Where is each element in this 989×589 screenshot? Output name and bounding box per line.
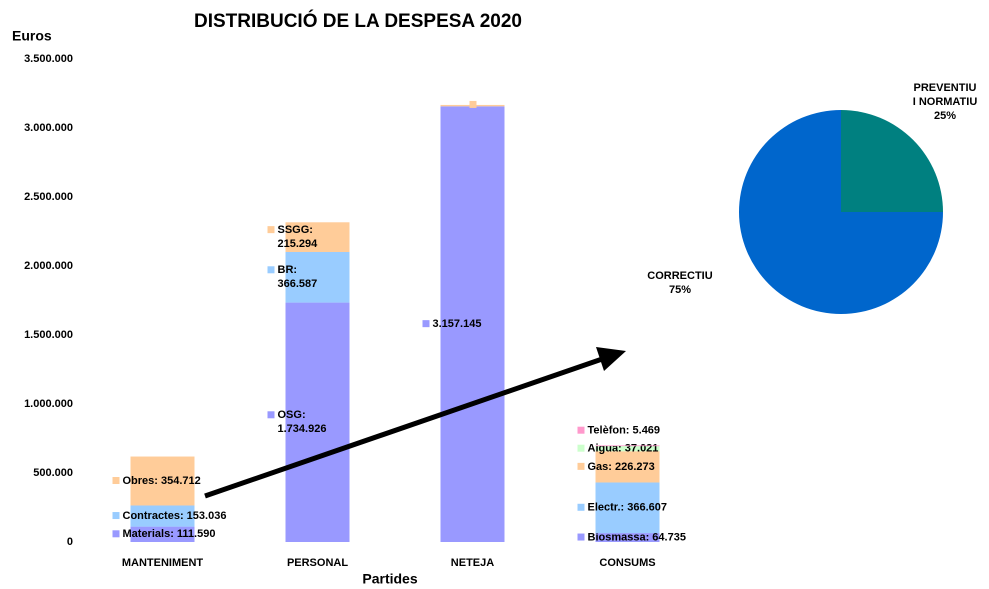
bar-segment bbox=[595, 482, 660, 534]
y-tick-label: 3.500.000 bbox=[24, 53, 73, 65]
data-label: Obres: 354.712 bbox=[123, 475, 201, 487]
data-label: 1.734.926 bbox=[278, 423, 327, 435]
data-label: 215.294 bbox=[278, 238, 319, 250]
data-label: 366.587 bbox=[278, 278, 318, 290]
chart-title: DISTRIBUCIÓ DE LA DESPESA 2020 bbox=[194, 10, 522, 32]
pie-slice bbox=[841, 110, 943, 212]
x-tick-label: CONSUMS bbox=[599, 557, 655, 569]
pie-slice bbox=[739, 110, 943, 314]
bar-segment bbox=[595, 533, 660, 542]
bar-segment bbox=[130, 526, 195, 542]
label-key bbox=[267, 411, 275, 419]
slice-value-label: 25% bbox=[934, 110, 956, 122]
label-key bbox=[267, 266, 275, 274]
bar-segment bbox=[130, 505, 195, 527]
bar-segment bbox=[440, 106, 505, 542]
label-key bbox=[267, 226, 275, 234]
slice-label: PREVENTIU bbox=[914, 82, 977, 94]
label-key bbox=[112, 477, 120, 485]
x-axis-label: Partides bbox=[362, 571, 417, 587]
slice-label: I NORMATIU bbox=[913, 96, 978, 108]
data-label: Gas: 226.273 bbox=[588, 461, 655, 473]
x-tick-label: NETEJA bbox=[451, 557, 494, 569]
label-key bbox=[577, 444, 585, 452]
bar-segment bbox=[285, 302, 350, 542]
data-label: BR: bbox=[278, 264, 298, 276]
y-tick-label: 2.000.000 bbox=[24, 260, 73, 272]
bar-segment bbox=[285, 222, 350, 252]
bar-segment bbox=[595, 451, 660, 483]
y-axis-label: Euros bbox=[12, 28, 52, 44]
label-key bbox=[469, 100, 477, 108]
data-label: Electr.: 366.607 bbox=[588, 502, 668, 514]
bar-segment bbox=[595, 446, 660, 452]
y-tick-label: 0 bbox=[67, 536, 73, 548]
arrow bbox=[204, 347, 626, 499]
y-tick-label: 3.000.000 bbox=[24, 122, 73, 134]
y-tick-label: 2.500.000 bbox=[24, 191, 73, 203]
data-label: Biosmassa: 64.735 bbox=[588, 531, 686, 543]
label-key bbox=[422, 320, 430, 328]
slice-label: CORRECTIU bbox=[647, 270, 712, 282]
data-label: Materials: 111.590 bbox=[123, 528, 216, 540]
label-key bbox=[577, 533, 585, 541]
bar-segment bbox=[130, 456, 195, 506]
label-key bbox=[112, 530, 120, 538]
data-label: Aigua: 37.021 bbox=[588, 443, 659, 455]
bar-segment bbox=[285, 251, 350, 303]
y-tick-label: 500.000 bbox=[33, 467, 73, 479]
label-key bbox=[112, 512, 120, 520]
y-tick-label: 1.000.000 bbox=[24, 398, 73, 410]
x-tick-label: PERSONAL bbox=[287, 557, 348, 569]
label-key bbox=[577, 503, 585, 511]
label-key bbox=[577, 426, 585, 434]
data-label: SSGG: bbox=[278, 224, 313, 236]
y-tick-label: 1.500.000 bbox=[24, 329, 73, 341]
x-tick-label: MANTENIMENT bbox=[122, 557, 204, 569]
slice-value-label: 75% bbox=[669, 284, 691, 296]
data-label: 3.157.145 bbox=[433, 318, 482, 330]
bar-segment bbox=[595, 445, 660, 447]
label-key bbox=[577, 462, 585, 470]
data-label: Telèfon: 5.469 bbox=[588, 425, 661, 437]
data-label: OSG: bbox=[278, 409, 306, 421]
data-label: Contractes: 153.036 bbox=[123, 510, 227, 522]
